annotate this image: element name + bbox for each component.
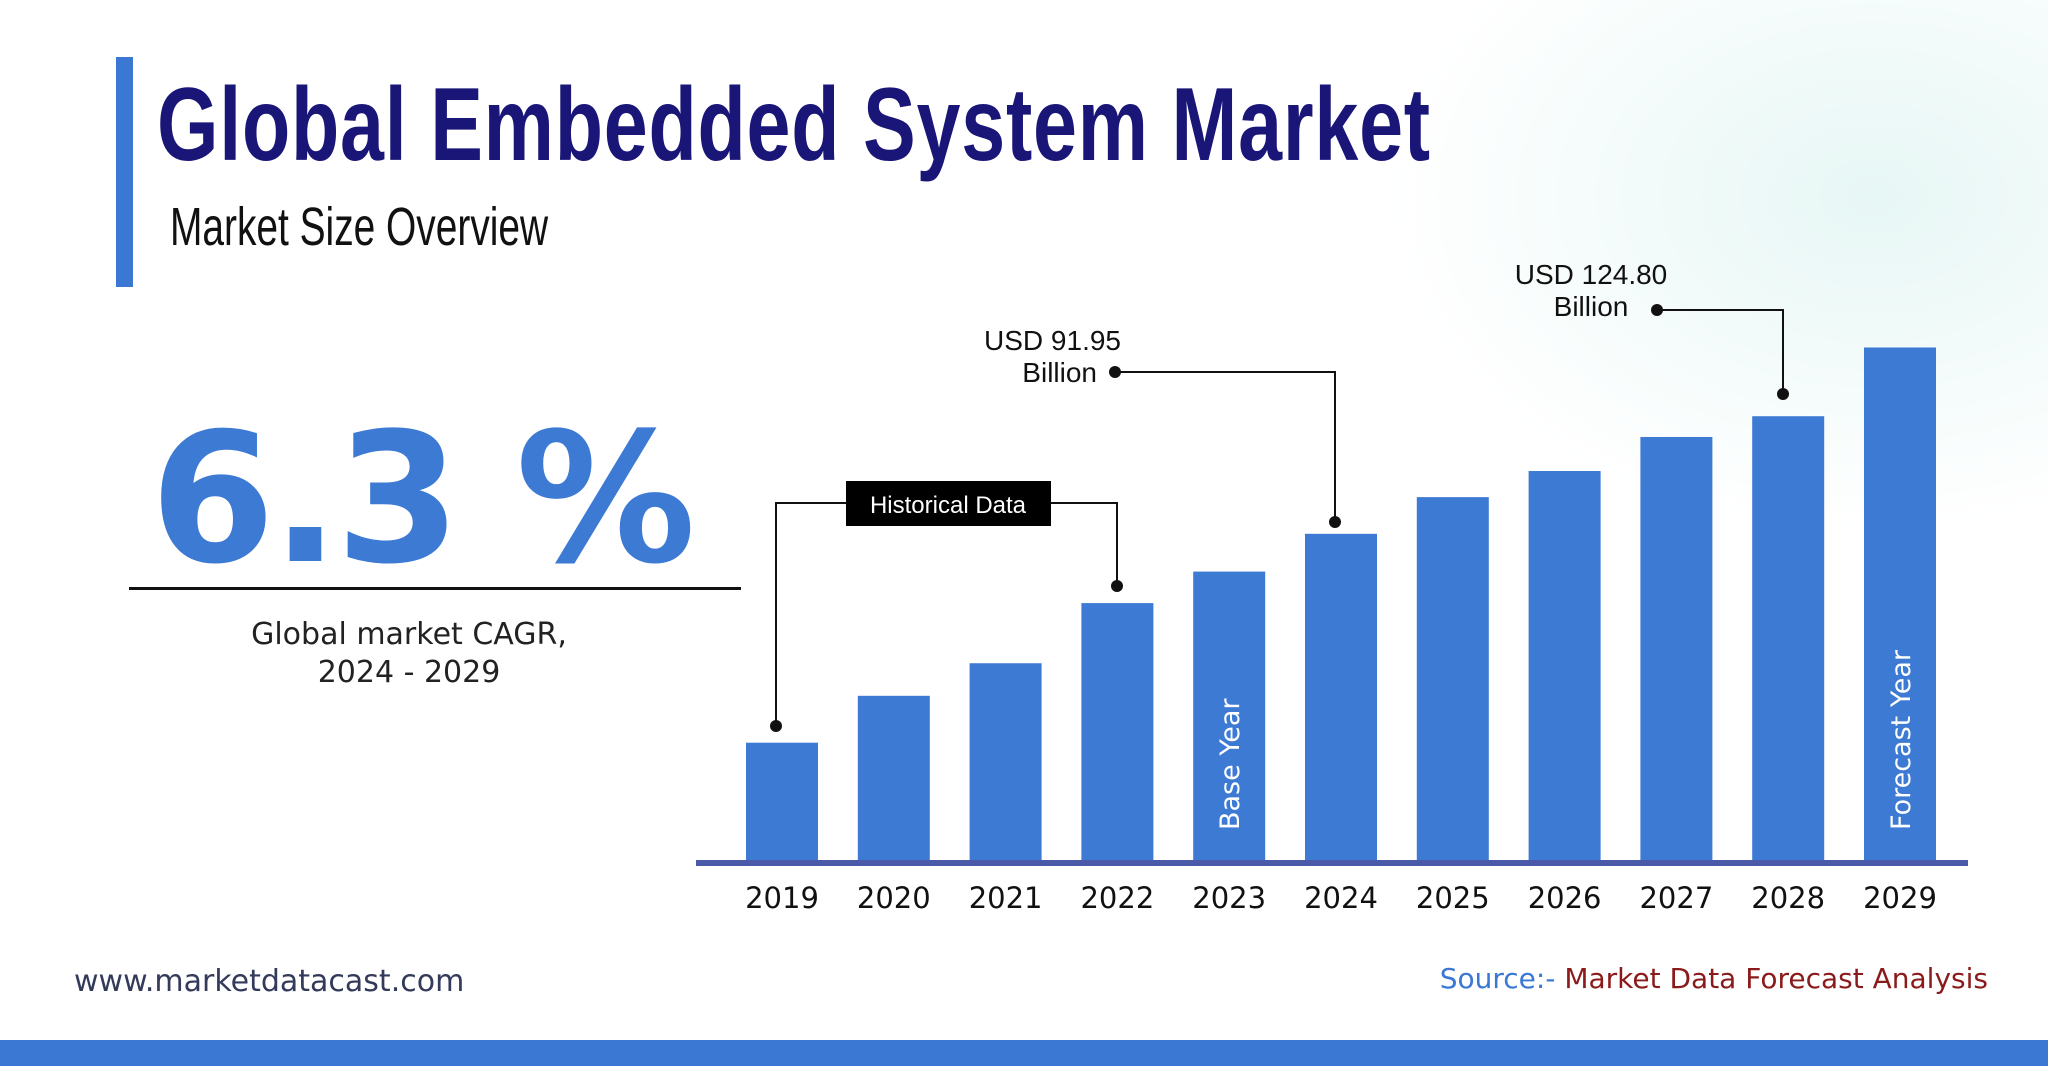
bar-2019: [746, 742, 818, 866]
x-tick-label: 2022: [1080, 881, 1154, 915]
bar-2020: [857, 695, 930, 866]
x-tick-label: 2019: [745, 881, 819, 915]
x-tick-label: 2026: [1528, 881, 1602, 915]
footer-band: [0, 1040, 2048, 1066]
x-tick-label: 2027: [1639, 881, 1713, 915]
bar-2026: [1528, 470, 1601, 866]
x-tick-label: 2028: [1751, 881, 1825, 915]
bar-2025: [1416, 497, 1489, 866]
in-bar-label: Forecast Year: [1886, 649, 1917, 830]
source-value: Market Data Forecast Analysis: [1555, 962, 1988, 995]
annotation-dot: [1109, 366, 1121, 378]
annotation-dot: [1777, 388, 1789, 400]
bar-2024: [1305, 533, 1377, 866]
bar-2022: [1081, 603, 1154, 866]
x-tick-label: 2023: [1192, 881, 1266, 915]
annotation-dot: [770, 720, 782, 732]
historical-data-label: Historical Data: [870, 492, 1027, 519]
annotation-dot: [1111, 580, 1123, 592]
x-axis-line: [696, 860, 1968, 866]
source-key: Source:-: [1439, 962, 1556, 995]
cagr-divider: [129, 587, 741, 590]
annotation-dot: [1329, 516, 1341, 528]
forecast-value-line2: Billion: [1554, 291, 1629, 322]
forecast-value-line1: USD 124.80: [1515, 259, 1668, 290]
historical-annotation: [775, 502, 1118, 726]
base-value-line2: Billion: [1022, 357, 1097, 388]
cagr-label: Global market CAGR, 2024 - 2029: [129, 616, 689, 692]
x-tick-label: 2024: [1304, 881, 1378, 915]
page-subtitle: Market Size Overview: [170, 197, 549, 257]
base-value-line1: USD 91.95: [984, 325, 1121, 356]
website-link[interactable]: www.marketdatacast.com: [74, 964, 465, 999]
cagr-label-line2: 2024 - 2029: [317, 655, 501, 690]
x-tick-label: 2021: [969, 881, 1043, 915]
x-tick-label: 2020: [857, 881, 931, 915]
page-title: Global Embedded System Market: [157, 67, 1431, 183]
bar-2029: [1864, 347, 1936, 867]
forecast-annotation-line: [1657, 309, 1784, 394]
title-accent-bar: [116, 57, 133, 287]
x-tick-label: 2025: [1416, 881, 1490, 915]
base-annotation-line: [1115, 371, 1336, 522]
in-bar-label: Base Year: [1215, 698, 1246, 830]
cagr-label-line1: Global market CAGR,: [251, 617, 567, 652]
bar-2027: [1640, 436, 1713, 866]
cagr-value: 6.3 %: [150, 395, 696, 604]
bar-2023: [1193, 571, 1266, 866]
annotation-dot: [1651, 304, 1663, 316]
bar-2021: [969, 663, 1042, 866]
x-tick-label: 2029: [1863, 881, 1937, 915]
source-note: Source:- Market Data Forecast Analysis: [1440, 962, 1988, 995]
historical-data-label-box: [846, 481, 1051, 526]
bar-2028: [1752, 416, 1825, 866]
